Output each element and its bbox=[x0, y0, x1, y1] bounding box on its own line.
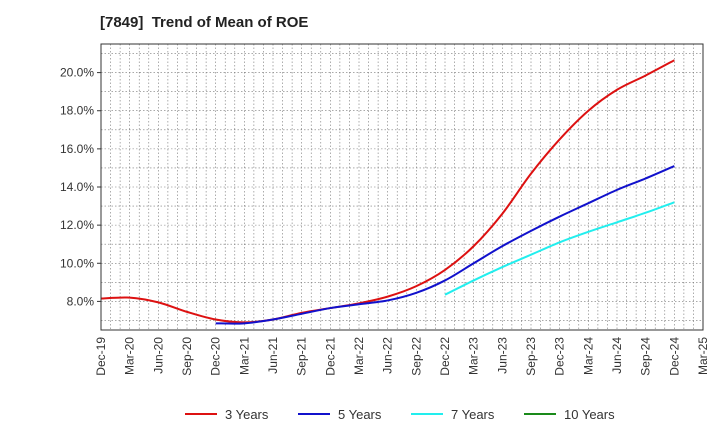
x-tick-label: Jun-24 bbox=[610, 337, 624, 374]
x-tick-label: Sep-23 bbox=[524, 337, 538, 376]
y-tick-label: 18.0% bbox=[60, 104, 94, 118]
legend-label: 7 Years bbox=[451, 407, 495, 422]
x-tick-label: Dec-21 bbox=[323, 337, 337, 376]
series-layer bbox=[100, 59, 675, 325]
x-tick-label: Jun-22 bbox=[381, 337, 395, 374]
x-tick-label: Mar-23 bbox=[467, 337, 481, 375]
legend-label: 3 Years bbox=[225, 407, 269, 422]
x-axis-ticks: Dec-19 Mar-20 Jun-20 Sep-20 Dec-20 Mar-21 Jun-… bbox=[94, 337, 710, 376]
x-tick-label: Dec-23 bbox=[553, 337, 567, 376]
x-tick-label: Mar-22 bbox=[352, 337, 366, 375]
x-tick-label: Sep-20 bbox=[180, 337, 194, 376]
x-tick-label: Sep-21 bbox=[295, 337, 309, 376]
x-tick-label: Sep-22 bbox=[409, 337, 423, 376]
y-tick-label: 8.0% bbox=[67, 294, 95, 308]
chart-title: [7849] Trend of Mean of ROE bbox=[100, 14, 309, 31]
x-tick-label: Dec-19 bbox=[94, 337, 108, 376]
legend-label: 5 Years bbox=[338, 407, 382, 422]
y-axis-ticks: 8.0% 10.0% 12.0% 14.0% 16.0% 18.0% 20.0% bbox=[60, 66, 101, 308]
series-line-3-years bbox=[100, 59, 675, 324]
grid-layer bbox=[101, 44, 703, 330]
x-tick-label: Dec-24 bbox=[667, 337, 681, 376]
x-tick-label: Sep-24 bbox=[639, 337, 653, 376]
series-line-7-years bbox=[444, 201, 675, 296]
y-tick-label: 12.0% bbox=[60, 218, 94, 232]
legend: 3 Years 5 Years 7 Years 10 Years bbox=[185, 407, 615, 422]
series-line-5-years bbox=[215, 165, 675, 325]
x-tick-label: Dec-20 bbox=[209, 337, 223, 376]
x-tick-label: Mar-20 bbox=[123, 337, 137, 375]
y-tick-label: 14.0% bbox=[60, 180, 94, 194]
legend-label: 10 Years bbox=[564, 407, 615, 422]
y-tick-label: 10.0% bbox=[60, 256, 94, 270]
x-tick-label: Jun-23 bbox=[495, 337, 509, 374]
x-tick-label: Mar-21 bbox=[237, 337, 251, 375]
x-tick-label: Jun-20 bbox=[151, 337, 165, 374]
y-tick-label: 20.0% bbox=[60, 66, 94, 80]
x-tick-label: Mar-25 bbox=[696, 337, 710, 375]
x-tick-label: Dec-22 bbox=[438, 337, 452, 376]
x-tick-label: Mar-24 bbox=[581, 337, 595, 375]
y-tick-label: 16.0% bbox=[60, 142, 94, 156]
x-tick-label: Jun-21 bbox=[266, 337, 280, 374]
